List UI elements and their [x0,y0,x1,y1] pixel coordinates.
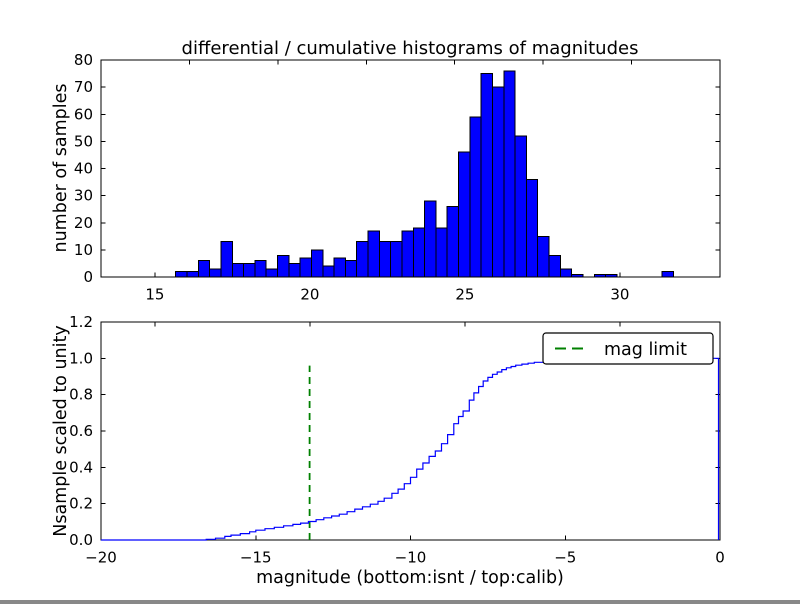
histogram-bar [243,262,256,278]
histogram-bar [390,241,403,278]
histogram-bar [424,200,437,278]
y-tick-label: 0.2 [69,495,93,513]
histogram-bar [209,268,222,278]
histogram-bar [605,273,618,278]
y-tick-label: 50 [74,132,93,150]
histogram-bar [333,257,346,278]
histogram-bar [175,271,188,278]
histogram-bar [571,273,584,278]
y-tick-label: 70 [74,78,93,96]
x-tick-label: 30 [610,286,629,304]
y-tick-label: 0.6 [69,422,93,440]
histogram-bar [412,227,426,278]
x-tick-label: −10 [395,549,427,567]
histogram-bar [277,254,290,278]
histogram-bar [480,73,493,278]
histogram-bar [469,116,482,278]
histogram-bar [661,271,675,278]
y-tick-label: 0 [83,268,93,286]
x-tick-label: 0 [715,549,725,567]
histogram-bar [356,241,369,278]
histogram-bar [220,241,233,278]
y-tick-label: 1.0 [69,349,93,367]
histogram-bar [514,135,527,278]
histogram-bar [344,260,358,278]
y-tick-label: 0.0 [69,531,93,549]
histogram-bar [197,260,211,278]
figure-title: differential / cumulative histograms of … [182,38,639,59]
y-tick-label: 10 [74,241,93,259]
histogram-bars [175,70,675,278]
x-tick-label: −15 [240,549,272,567]
cumulative-curve [101,357,720,541]
histogram-bar [548,254,561,278]
histogram-bar [322,265,335,278]
x-tick-label: 25 [455,286,474,304]
bottom-y-axis-label: Nsample scaled to unity [51,325,71,536]
legend-box [542,332,714,365]
histogram-bar [491,86,505,278]
histogram-bar [559,268,573,278]
y-tick-label: 40 [74,160,93,178]
y-tick-label: 0.4 [69,458,93,476]
histogram-bar [367,230,380,278]
histogram-bar [310,249,324,278]
y-tick-label: 0.8 [69,386,93,404]
x-tick-label: −5 [554,549,576,567]
legend: mag limit [542,332,714,365]
legend-label: mag limit [604,340,687,360]
histogram-bar [288,262,301,278]
histogram-bar [593,273,607,278]
y-tick-label: 30 [74,187,93,205]
bottom-x-axis-label: magnitude (bottom:isnt / top:calib) [256,568,564,588]
histogram-bar [378,241,392,278]
histogram-bar [265,268,279,278]
x-tick-label: 15 [145,286,164,304]
histogram-bar [525,178,539,278]
histogram-bar [458,151,471,278]
histogram-bar [537,235,550,278]
histogram-bar [231,262,245,278]
y-tick-label: 60 [74,105,93,123]
histogram-bar [186,271,199,278]
y-tick-label: 20 [74,214,93,232]
histogram-bar [401,230,414,278]
bottom-cumulative-plot: −20 −15 −10 −5 0 0.0 0.2 0.4 0.6 0.8 1.0 1.2 [69,313,725,567]
top-y-axis-label: number of samples [51,83,71,252]
histogram-bar [254,260,267,278]
histogram-bar [446,205,460,278]
x-tick-label: −20 [85,549,117,567]
y-tick-label: 1.2 [69,313,93,331]
histogram-bar [299,257,312,278]
histogram-bar [503,70,516,278]
y-tick-label: 80 [74,51,93,69]
top-histogram-plot: 15 20 25 30 0 10 20 30 40 50 60 70 80 [74,51,721,304]
x-tick-label: 20 [300,286,319,304]
histogram-bar [435,227,448,278]
